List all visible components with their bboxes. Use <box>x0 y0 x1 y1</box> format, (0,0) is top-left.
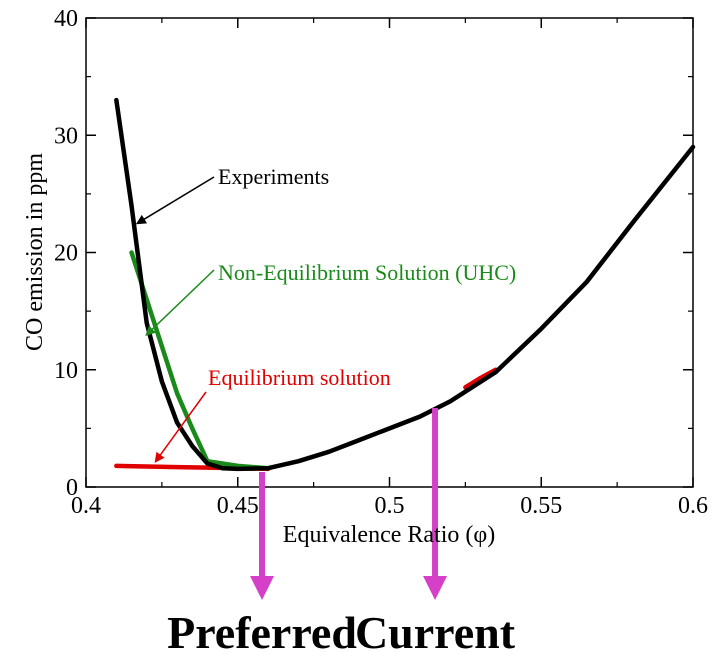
current-marker-label: Current <box>355 607 516 652</box>
experiments-annotation-arrow <box>135 176 215 225</box>
non-equilibrium-annotation-arrow <box>145 269 215 336</box>
preferred-marker-label: Preferred <box>167 607 357 652</box>
experiments-annotation-text: Experiments <box>218 164 329 189</box>
annotations-layer: Experiments Non-Equilibrium Solution (UHC… <box>135 164 516 463</box>
x-tick-label: 0.4 <box>71 493 101 519</box>
y-tick-label: 0 <box>66 475 78 501</box>
y-axis-label: CO emission in ppm <box>22 153 48 351</box>
y-tick-label: 40 <box>54 6 78 32</box>
series-layer <box>114 97 696 472</box>
y-tick-label: 20 <box>54 241 78 267</box>
equilibrium-annotation-arrow <box>154 391 207 463</box>
x-tick-label: 0.5 <box>375 493 405 519</box>
current-marker-arrowhead <box>423 576 448 600</box>
equilibrium-annotation-text: Equilibrium solution <box>208 365 391 390</box>
preferred-marker-arrowhead <box>250 576 275 600</box>
x-tick-label: 0.45 <box>217 493 259 519</box>
axis-ticks: 0.4 0.45 0.5 0.55 0.6 0 10 20 30 40 <box>54 6 708 519</box>
x-tick-label: 0.55 <box>520 493 562 519</box>
y-tick-label: 10 <box>54 358 78 384</box>
experiments-line <box>114 97 696 472</box>
non-equilibrium-solution-line <box>129 250 271 471</box>
non-equilibrium-annotation-text: Non-Equilibrium Solution (UHC) <box>218 260 516 285</box>
x-tick-label: 0.6 <box>678 493 708 519</box>
x-axis-label: Equivalence Ratio (φ) <box>283 522 495 548</box>
y-tick-label: 30 <box>54 123 78 149</box>
equilibrium-solution-line-upper <box>463 367 498 390</box>
